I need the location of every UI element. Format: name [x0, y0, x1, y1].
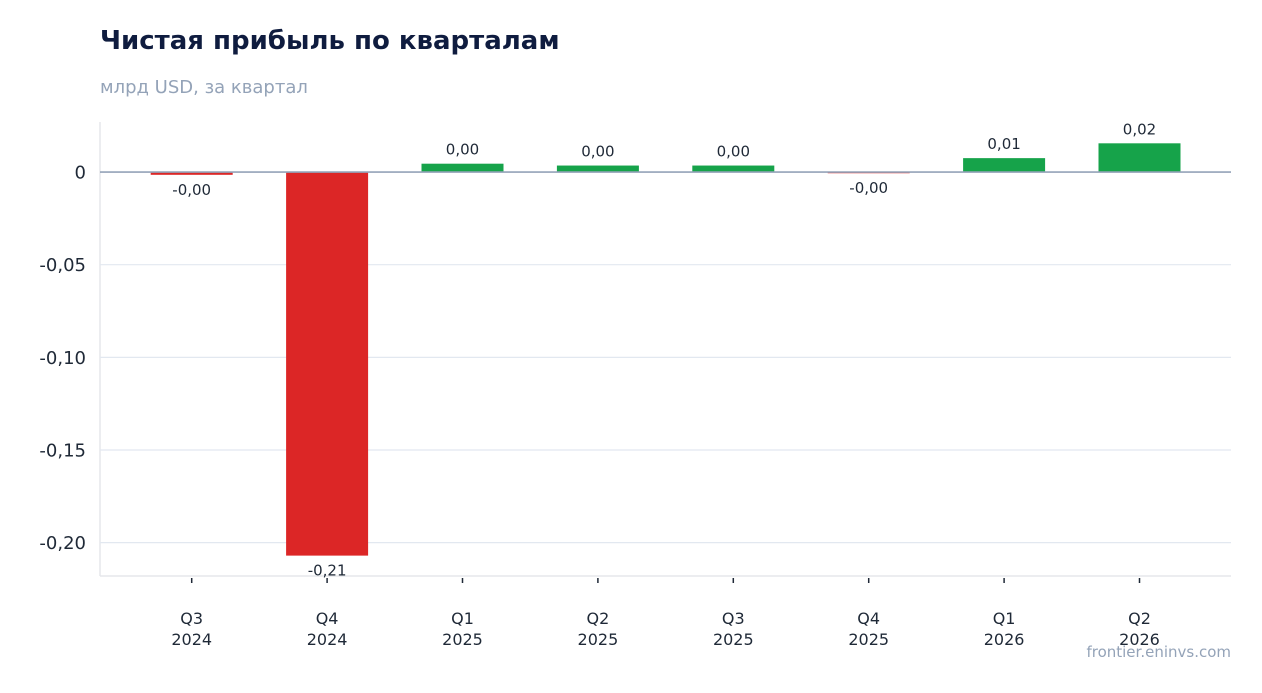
x-tick-label: Q1 — [993, 609, 1016, 628]
data-label: -0,00 — [849, 179, 888, 197]
x-tick-label: Q3 — [180, 609, 203, 628]
data-label: -0,00 — [172, 181, 211, 199]
y-tick-label: -0,05 — [39, 255, 86, 276]
data-label: 0,00 — [446, 141, 479, 159]
x-tick-label: 2024 — [307, 630, 348, 649]
data-label: 0,00 — [717, 143, 750, 161]
x-tick-label: Q3 — [722, 609, 745, 628]
x-tick-label: 2025 — [713, 630, 754, 649]
x-tick-label: Q2 — [1128, 609, 1151, 628]
x-tick-label: Q4 — [857, 609, 880, 628]
x-tick-label: 2024 — [171, 630, 212, 649]
bar — [963, 158, 1046, 173]
data-label: -0,21 — [308, 562, 347, 580]
x-tick-label: 2025 — [578, 630, 619, 649]
chart-subtitle: млрд USD, за квартал — [100, 77, 308, 98]
source-watermark: frontier.eninvs.com — [1086, 643, 1231, 661]
bar — [556, 165, 639, 173]
x-tick-label: Q4 — [316, 609, 339, 628]
bar — [692, 165, 775, 173]
x-tick-label: Q2 — [587, 609, 610, 628]
bar — [150, 172, 233, 175]
x-tick-label: 2025 — [848, 630, 889, 649]
x-tick-label: 2026 — [984, 630, 1025, 649]
bar — [1098, 143, 1181, 173]
data-label: 0,02 — [1123, 120, 1156, 138]
data-label: 0,01 — [987, 135, 1020, 153]
y-tick-label: 0 — [75, 163, 86, 184]
chart-title: Чистая прибыль по кварталам — [100, 26, 560, 56]
data-label: 0,00 — [581, 143, 614, 161]
x-tick-label: 2025 — [442, 630, 483, 649]
x-tick-label: 2026 — [1119, 630, 1160, 649]
y-tick-label: -0,10 — [39, 348, 86, 369]
x-tick-label: Q1 — [451, 609, 474, 628]
bar — [286, 172, 369, 556]
bar — [421, 163, 504, 173]
y-tick-label: -0,15 — [39, 440, 86, 461]
y-tick-label: -0,20 — [39, 533, 86, 554]
